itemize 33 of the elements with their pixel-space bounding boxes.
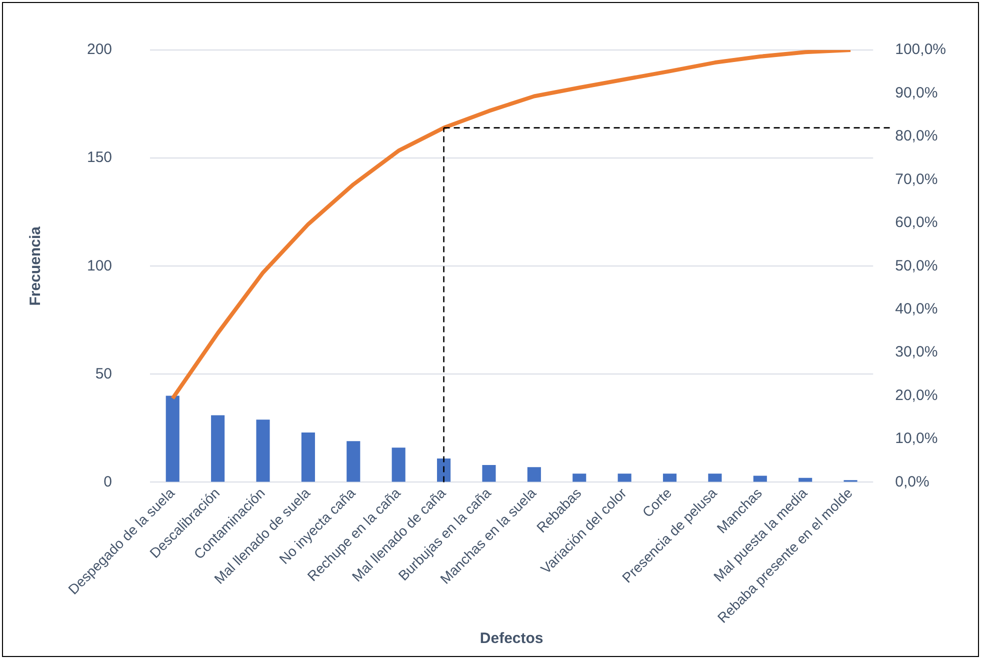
y-tick-label: 200 [86, 41, 112, 58]
bar [708, 474, 722, 482]
y-tick-label: 100 [86, 257, 112, 274]
bar [256, 420, 270, 482]
bar [392, 448, 406, 482]
y-tick-label: 0 [104, 473, 112, 490]
y2-tick-label: 10,0% [895, 430, 938, 448]
bar [482, 464, 496, 482]
y2-tick-label: 100,0% [895, 41, 946, 58]
y2-tick-label: 40,0% [895, 300, 938, 318]
bar [211, 415, 225, 482]
y2-tick-label: 60,0% [895, 214, 938, 232]
bar [166, 396, 180, 482]
y2-tick-label: 80,0% [895, 128, 938, 145]
y2-tick-label: 30,0% [895, 344, 938, 361]
bar [618, 474, 632, 482]
y-tick-label: 50 [95, 365, 112, 382]
y2-tick-label: 0,0% [895, 473, 930, 490]
y2-tick-label: 70,0% [895, 170, 938, 188]
y-tick-label: 150 [86, 149, 112, 166]
y-axis-title: Frecuencia [27, 226, 44, 306]
y2-tick-label: 90,0% [895, 84, 938, 102]
bar [437, 458, 451, 482]
bar [798, 478, 812, 482]
y2-tick-label: 20,0% [895, 386, 938, 404]
bar [301, 432, 315, 482]
bar [753, 476, 767, 482]
y2-tick-label: 50,0% [895, 257, 938, 274]
bar [572, 474, 586, 482]
bar [527, 467, 541, 482]
bar [662, 474, 677, 482]
x-axis-title: Defectos [480, 630, 544, 648]
bar [346, 441, 360, 482]
